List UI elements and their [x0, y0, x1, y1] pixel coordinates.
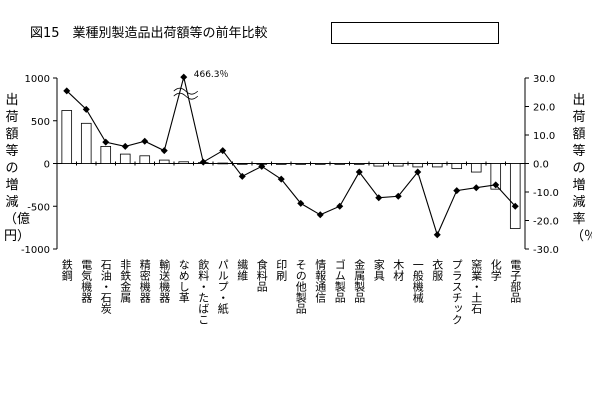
- chart-title: 図15 業種別製造品出荷額等の前年比較: [30, 26, 268, 41]
- bar: [373, 163, 385, 167]
- line-point: [277, 175, 285, 183]
- line-point: [433, 231, 441, 239]
- y-left-tick-label: -500: [27, 202, 50, 213]
- bar: [217, 162, 229, 165]
- bar: [61, 110, 73, 164]
- bar: [334, 163, 346, 165]
- line-point: [492, 181, 500, 189]
- line-point: [82, 105, 90, 113]
- bar: [392, 163, 404, 167]
- bar: [119, 153, 131, 164]
- line-point: [414, 168, 422, 176]
- y-axis-left-label: 出荷額等の増減（億円）: [4, 93, 31, 244]
- bar: [178, 161, 190, 164]
- line-point: [355, 168, 363, 176]
- y-right-tick-label: -20.0: [533, 217, 559, 228]
- y-left-tick-label: 0: [44, 160, 50, 171]
- y-right-tick-label: 30.0: [533, 74, 555, 85]
- bar: [412, 163, 424, 168]
- line-point: [511, 202, 519, 210]
- category-label: その他製品: [294, 259, 307, 314]
- data-label: 466.3％: [194, 69, 229, 80]
- y-left-tick-label: 1000: [25, 74, 50, 85]
- category-label: パルプ・紙: [216, 259, 229, 314]
- category-label: 窯業・土石: [470, 258, 483, 314]
- category-label: 輸送機器: [158, 258, 171, 304]
- line-point: [375, 194, 383, 202]
- line-point: [316, 211, 324, 219]
- line-point: [297, 199, 305, 207]
- category-label: 石油・石炭: [99, 259, 112, 315]
- line-point: [63, 87, 71, 95]
- category-label: 一般機械: [411, 259, 424, 304]
- line-point: [453, 187, 461, 195]
- bar: [353, 163, 365, 165]
- line-point: [121, 142, 129, 150]
- y-left-tick-label: 500: [31, 117, 50, 128]
- bar: [80, 122, 92, 164]
- bar: [431, 163, 443, 168]
- line-point: [199, 158, 207, 166]
- line-point: [180, 73, 188, 81]
- y-right-tick-label: -30.0: [533, 245, 559, 256]
- bar: [295, 163, 307, 165]
- y-right-tick-label: -10.0: [533, 188, 559, 199]
- line-point: [219, 147, 227, 155]
- line-series: [66, 77, 516, 237]
- bar: [275, 163, 287, 165]
- y-right-tick-label: 20.0: [533, 103, 555, 114]
- line-point: [336, 202, 344, 210]
- category-label: 情報通信: [314, 259, 327, 304]
- y-left-tick-label: -1000: [21, 245, 50, 256]
- line-point: [141, 137, 149, 145]
- category-label: 繊維: [236, 259, 249, 281]
- category-label: 家具: [372, 258, 385, 281]
- category-label: 金属製品: [353, 258, 366, 303]
- bar: [158, 159, 170, 164]
- bar: [139, 155, 151, 164]
- category-label: 精密機器: [138, 259, 151, 304]
- axis-break-mark: [173, 87, 199, 100]
- bar: [451, 163, 463, 170]
- bar: [509, 163, 521, 229]
- bar: [236, 163, 248, 165]
- bar: [470, 163, 482, 173]
- line-point: [394, 192, 402, 200]
- category-label: 食料品: [255, 258, 268, 292]
- category-label: 飲料・たばこ: [197, 258, 210, 325]
- bar: [314, 163, 326, 165]
- line-point: [258, 162, 266, 170]
- line-point: [160, 147, 168, 155]
- category-label: ゴム製品: [333, 258, 346, 303]
- legend: [331, 22, 499, 44]
- category-label: 木材: [392, 259, 405, 281]
- category-label: 電子部品: [509, 259, 522, 303]
- category-label: 鉄鋼: [60, 258, 73, 282]
- y-axis-right-label: 出荷額等の増減率（％）: [571, 93, 592, 244]
- line-point: [472, 184, 480, 192]
- y-right-tick-label: 0.0: [533, 160, 549, 171]
- bar: [490, 163, 502, 190]
- category-label: 非鉄金属: [119, 259, 132, 304]
- category-label: プラスチック: [450, 259, 463, 325]
- category-label: 印刷: [275, 259, 288, 281]
- bar: [100, 145, 112, 164]
- y-right-tick-label: 10.0: [533, 131, 555, 142]
- category-label: なめし革: [177, 259, 190, 303]
- line-point: [102, 138, 110, 146]
- category-label: 化学: [489, 258, 502, 281]
- category-label: 電気機器: [80, 259, 93, 304]
- line-point: [238, 172, 246, 180]
- category-label: 衣服: [431, 258, 444, 282]
